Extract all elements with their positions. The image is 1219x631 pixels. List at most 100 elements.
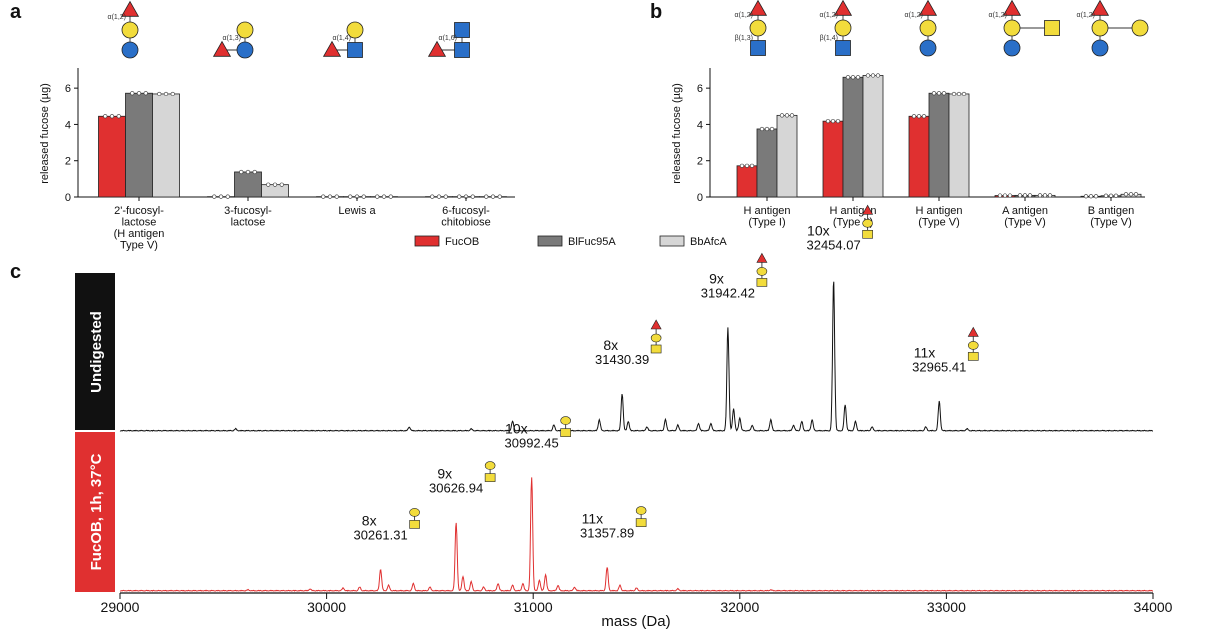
peak-count-label: 10x xyxy=(807,222,830,238)
replicate-point xyxy=(936,91,942,96)
bar-BbAfcA xyxy=(862,75,884,198)
glucose-icon xyxy=(121,41,139,59)
galactose-icon xyxy=(236,21,254,39)
undigested-track-label-bg xyxy=(75,273,115,430)
legend-label-FucOB: FucOB xyxy=(445,236,479,248)
replicate-point xyxy=(1042,193,1048,198)
replicate-point xyxy=(136,91,142,96)
category-label: 3-fucosyl- xyxy=(224,205,272,217)
glycan-structures-a: α(1,2) α(1,3) α(1,4) α(1,6) xyxy=(108,0,470,59)
legend-label-BbAfcA: BbAfcA xyxy=(690,236,727,248)
replicate-point xyxy=(1022,193,1028,198)
y-axis-label: released fucose (µg) xyxy=(39,83,51,184)
peak-count-label: 9x xyxy=(437,466,452,482)
replicate-point xyxy=(855,75,861,80)
peak-mass-label: 31430.39 xyxy=(595,352,649,367)
fucose-icon xyxy=(427,40,447,57)
legend-label-BlFuc95A: BlFuc95A xyxy=(568,236,616,248)
galactose-icon xyxy=(346,21,364,39)
galactose-icon xyxy=(756,267,768,276)
replicate-point xyxy=(830,119,836,124)
galactose-icon xyxy=(1131,19,1149,37)
replicate-point xyxy=(239,169,244,175)
replicate-point xyxy=(116,114,121,119)
glcnac-icon xyxy=(835,40,851,56)
galnac-icon xyxy=(635,518,647,527)
peak-mass-label: 30261.31 xyxy=(353,527,407,542)
legend-swatch-BbAfcA xyxy=(659,235,685,247)
galactose-icon xyxy=(862,219,873,228)
linkage-label: α(1,4) xyxy=(333,35,351,42)
panel-c-letter: c xyxy=(10,261,21,283)
replicate-point xyxy=(1103,193,1109,198)
replicate-point xyxy=(218,194,224,199)
replicate-point xyxy=(1027,193,1033,198)
bar-BlFuc95A xyxy=(928,92,950,198)
fucose-icon xyxy=(967,326,979,337)
galactose-icon xyxy=(1091,19,1109,37)
bar-BlFuc95A xyxy=(756,128,778,198)
linkage-label: β(1,3) xyxy=(735,35,753,42)
replicate-point xyxy=(1083,194,1089,199)
glycan-structures-b: α(1,2) β(1,3) α(1,2) β(1,4) α(1,2) α(1,2) α(1,… xyxy=(735,0,1149,57)
replicate-point xyxy=(143,91,148,96)
bar-FucOB xyxy=(98,115,126,198)
replicate-point xyxy=(835,119,841,124)
mass-tick-label: 32000 xyxy=(720,599,759,615)
replicate-point xyxy=(252,169,257,175)
peak-count-label: 9x xyxy=(709,270,724,286)
mass-tick-label: 34000 xyxy=(1134,599,1173,615)
replicate-point xyxy=(845,75,851,80)
replicate-point xyxy=(321,194,326,199)
replicate-point xyxy=(997,193,1003,198)
peak-count-label: 8x xyxy=(603,337,618,353)
replicate-point xyxy=(1128,192,1134,197)
bar-BlFuc95A xyxy=(125,92,153,198)
y-tick-label: 4 xyxy=(65,119,71,131)
bar-BlFuc95A xyxy=(842,76,864,198)
legend-swatch-BlFuc95A xyxy=(537,235,563,247)
glcnac-icon xyxy=(454,42,470,58)
galnac-icon xyxy=(1044,20,1060,36)
replicate-point xyxy=(769,126,775,132)
peak-mass-label: 32454.07 xyxy=(806,237,860,252)
replicate-point xyxy=(825,119,831,124)
peak-count-label: 11x xyxy=(582,511,604,527)
category-label: 2'-fucosyl- xyxy=(114,205,164,217)
category-label: Type V) xyxy=(120,240,158,252)
replicate-point xyxy=(779,113,785,118)
replicate-point xyxy=(941,91,947,96)
replicate-point xyxy=(951,91,957,97)
panel-c-mass-spectra: Undigested FucOB, 1h, 37°C 8x31430.399x3… xyxy=(75,204,1173,630)
replicate-point xyxy=(739,163,745,168)
galnac-icon xyxy=(756,278,768,287)
legend-swatch-FucOB xyxy=(414,235,440,247)
replicate-point xyxy=(961,91,967,97)
spectrum-trace-digested xyxy=(119,477,1153,592)
bar-BbAfcA xyxy=(776,114,798,198)
linkage-label: α(1,2) xyxy=(820,12,838,19)
undigested-track-label: Undigested xyxy=(88,311,105,393)
mass-tick-label: 29000 xyxy=(101,599,140,615)
galactose-icon xyxy=(919,19,937,37)
replicate-point xyxy=(921,114,927,119)
fucose-icon xyxy=(862,204,874,215)
replicate-point xyxy=(1123,192,1129,197)
glucose-icon xyxy=(919,39,937,57)
galnac-icon xyxy=(862,230,873,239)
category-label: A antigen xyxy=(1002,205,1048,217)
replicate-point xyxy=(457,194,462,199)
replicate-point xyxy=(470,194,475,199)
legend: FucOB BlFuc95A BbAfcA xyxy=(414,235,727,248)
replicate-point xyxy=(1047,193,1053,198)
bar-BbAfcA xyxy=(948,93,970,198)
glucose-icon xyxy=(236,41,254,59)
linkage-label: α(1,2) xyxy=(108,14,126,21)
bar-FucOB xyxy=(908,115,930,198)
galnac-icon xyxy=(650,344,662,354)
replicate-point xyxy=(109,114,115,119)
fucose-icon xyxy=(1090,0,1110,16)
category-label: B antigen xyxy=(1088,205,1134,217)
